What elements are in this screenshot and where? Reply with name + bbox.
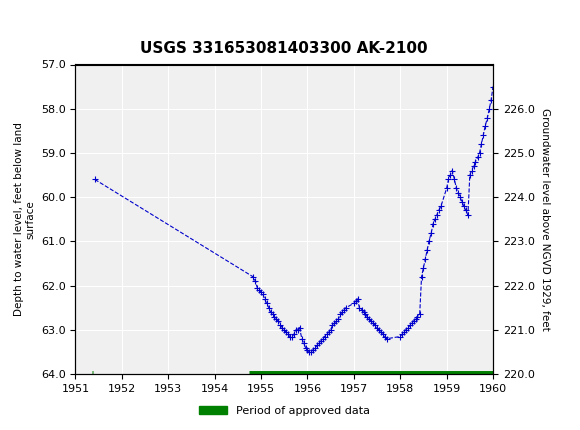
Title: USGS 331653081403300 AK-2100: USGS 331653081403300 AK-2100 <box>140 41 428 56</box>
Legend: Period of approved data: Period of approved data <box>194 401 374 420</box>
Text: ≡USGS: ≡USGS <box>3 13 61 32</box>
Y-axis label: Groundwater level above NGVD 1929, feet: Groundwater level above NGVD 1929, feet <box>541 108 550 331</box>
Y-axis label: Depth to water level, feet below land
surface: Depth to water level, feet below land su… <box>14 123 35 316</box>
